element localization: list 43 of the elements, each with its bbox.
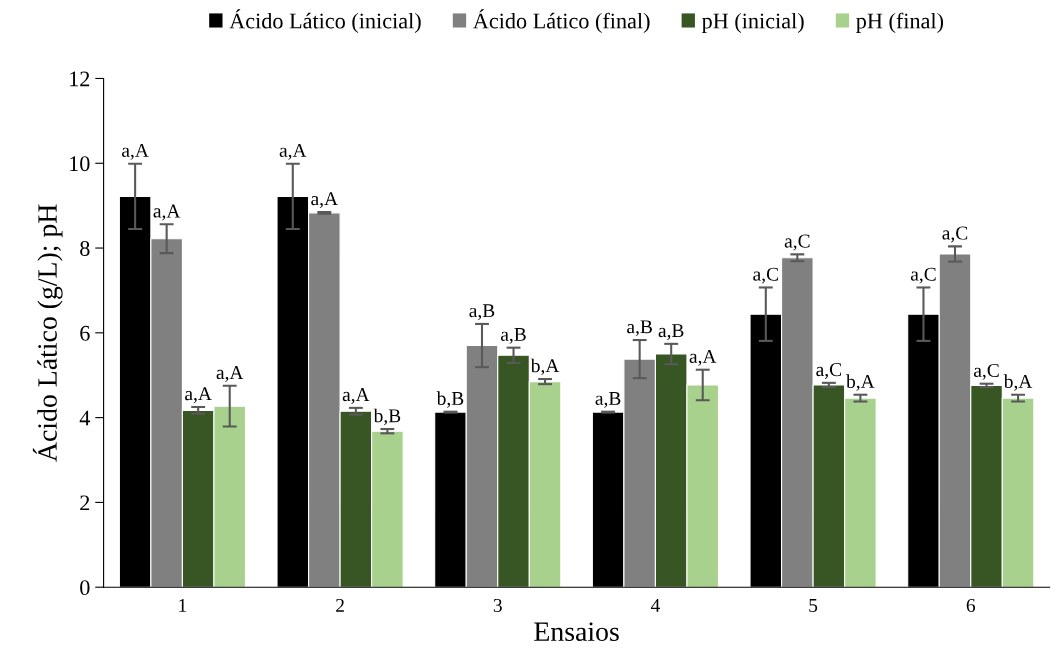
x-tick-label: 4 bbox=[650, 599, 660, 612]
data-label: b,A bbox=[530, 358, 560, 376]
data-label: a,A bbox=[185, 387, 212, 404]
data-label: a,C bbox=[816, 363, 842, 379]
legend-label: pH (inicial) bbox=[701, 12, 804, 34]
data-label: b,B bbox=[436, 391, 464, 408]
legend-label: Ácido Lático (inicial) bbox=[229, 9, 421, 34]
data-label: a,A bbox=[311, 192, 338, 209]
y-tick-label: 10 bbox=[70, 156, 90, 172]
data-label: a,B bbox=[627, 320, 652, 337]
data-label: a,A bbox=[689, 349, 717, 366]
y-axis-title: Ácido Lático (g/L); pH bbox=[32, 204, 63, 462]
legend-label: Ácido Lático (final) bbox=[473, 9, 650, 34]
x-tick-label: 2 bbox=[336, 598, 344, 612]
data-label: b,B bbox=[373, 408, 401, 426]
x-tick-label: 6 bbox=[966, 598, 976, 612]
data-label: a,A bbox=[122, 143, 149, 160]
y-tick-label: 4 bbox=[79, 410, 91, 426]
x-axis-title: Ensaios bbox=[534, 622, 619, 642]
data-label: a,B bbox=[658, 324, 684, 340]
data-label: a,C bbox=[753, 267, 778, 284]
data-label: a,C bbox=[910, 267, 936, 284]
y-tick-label: 12 bbox=[70, 71, 90, 87]
data-label: a,B bbox=[595, 392, 621, 408]
x-tick-label: 1 bbox=[179, 598, 187, 612]
data-label: a,A bbox=[279, 143, 307, 160]
y-tick-label: 6 bbox=[80, 325, 90, 341]
y-tick-label: 2 bbox=[80, 495, 90, 511]
y-tick-label: 8 bbox=[80, 240, 90, 256]
data-label: b,A bbox=[846, 374, 875, 391]
data-label: a,B bbox=[469, 304, 495, 320]
y-tick-label: 0 bbox=[80, 580, 90, 596]
data-label: a,A bbox=[342, 388, 370, 404]
data-label: a,B bbox=[500, 328, 526, 344]
data-label: a,A bbox=[216, 366, 244, 382]
data-label: a,C bbox=[973, 363, 999, 380]
data-label: a,C bbox=[784, 234, 810, 251]
data-label: a,A bbox=[153, 204, 181, 221]
x-tick-label: 5 bbox=[809, 599, 818, 612]
data-label: a,C bbox=[942, 226, 968, 243]
data-label: b,A bbox=[1003, 374, 1033, 391]
legend-label: pH (final) bbox=[856, 12, 944, 34]
x-tick-label: 3 bbox=[493, 598, 502, 612]
